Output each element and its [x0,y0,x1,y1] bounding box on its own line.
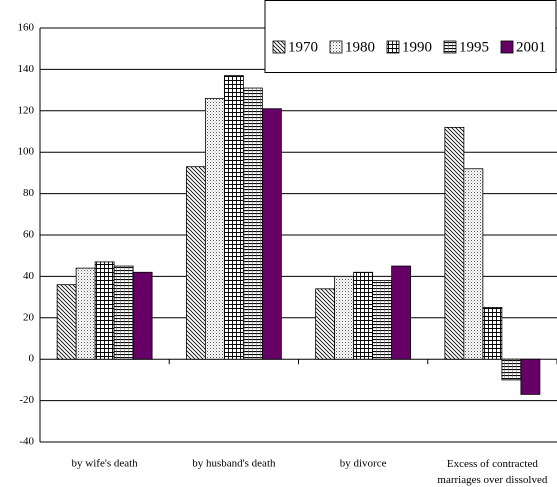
y-tick-label: 120 [18,104,35,116]
legend-swatch [272,40,286,54]
legend-swatch [500,40,514,54]
bar [113,265,134,360]
legend-label: 1990 [402,39,432,55]
y-tick-label: 80 [23,187,35,199]
y-tick-label: -20 [19,394,34,406]
bar [501,358,522,381]
bar [391,265,412,360]
bar [334,275,355,360]
legend-label: 2001 [516,39,546,55]
y-tick-label: -40 [19,436,34,448]
legend-swatch [443,40,457,54]
y-tick-label: 60 [23,229,35,241]
x-tick-label: by divorce [340,458,387,470]
y-tick-label: 0 [29,353,35,365]
bar [463,168,484,360]
bar [372,280,393,360]
bar [75,267,96,360]
y-tick-label: 160 [18,22,35,34]
bar [94,261,115,360]
bar [482,307,503,360]
bar [242,87,263,360]
bar [261,108,282,360]
bar [223,75,244,360]
legend-box [264,0,557,73]
y-tick-label: 20 [23,311,35,323]
bar [204,97,225,360]
bar [520,358,541,395]
x-tick-label: Excess of contracted marriages over disso… [437,458,547,486]
x-tick-label: by husband's death [192,458,276,470]
y-tick-label: 40 [23,270,35,282]
y-tick-label: 100 [18,146,35,158]
bar [315,288,336,360]
bar [444,126,465,360]
x-tick-label: by wife's death [72,458,139,470]
legend-label: 1995 [459,39,489,55]
y-tick-label: 140 [18,63,35,75]
bar [185,166,206,360]
legend-label: 1970 [288,39,318,55]
legend-swatch [329,40,343,54]
legend-swatch [386,40,400,54]
bar [353,271,374,360]
bar [132,271,153,360]
legend-label: 1980 [345,39,375,55]
bar [56,284,77,360]
